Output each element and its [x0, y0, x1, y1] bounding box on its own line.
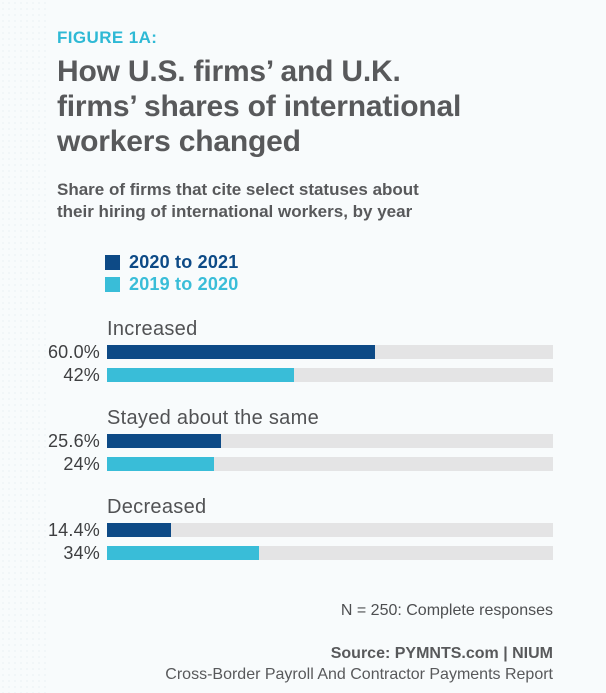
bar-group: Increased 60.0% 42% — [0, 317, 553, 385]
legend-swatch — [105, 254, 120, 270]
bar-row: 14.4% — [0, 520, 553, 540]
report-name: Cross-Border Payroll And Contractor Paym… — [165, 666, 553, 683]
chart-header: FIGURE 1A: How U.S. firms’ and U.K. firm… — [0, 28, 606, 223]
bar-row: 34% — [0, 543, 553, 563]
legend-item: 2020 to 2021 — [105, 251, 606, 273]
figure-label: FIGURE 1A: — [57, 28, 158, 47]
bar-track — [107, 457, 553, 471]
legend-swatch — [105, 276, 120, 292]
legend-label: 2020 to 2021 — [129, 251, 239, 272]
chart-footer: N = 250: Complete responses Source: PYMN… — [0, 602, 553, 685]
category-label: Increased — [107, 318, 198, 340]
value-label: 60.0% — [47, 341, 100, 362]
bar-fill — [107, 345, 375, 359]
value-label: 42% — [63, 364, 100, 385]
bar-track — [107, 434, 553, 448]
bar-group: Stayed about the same 25.6% 24% — [0, 406, 553, 474]
bar-fill — [107, 457, 215, 471]
source-attribution: Source: PYMNTS.com | NIUM — [330, 645, 553, 662]
value-label: 34% — [63, 542, 100, 563]
sample-size-note: N = 250: Complete responses — [340, 602, 553, 619]
bar-fill — [107, 434, 222, 448]
bar-track — [107, 523, 553, 537]
category-label: Decreased — [107, 496, 207, 518]
bar-fill — [107, 368, 295, 382]
value-label: 14.4% — [47, 519, 100, 540]
legend-item: 2019 to 2020 — [105, 273, 606, 295]
bar-fill — [107, 546, 259, 560]
bar-row: 24% — [0, 454, 553, 474]
bar-track — [107, 345, 553, 359]
value-label: 25.6% — [47, 430, 100, 451]
legend: 2020 to 2021 2019 to 2020 — [105, 251, 606, 295]
category-label: Stayed about the same — [107, 407, 319, 429]
bar-fill — [107, 523, 172, 537]
chart-title: How U.S. firms’ and U.K. firms’ shares o… — [57, 55, 462, 158]
value-label: 24% — [63, 453, 100, 474]
chart-subtitle: Share of firms that cite select statuses… — [57, 180, 419, 221]
bar-track — [107, 368, 553, 382]
bar-row: 25.6% — [0, 431, 553, 451]
bar-group: Decreased 14.4% 34% — [0, 495, 553, 563]
bar-row: 42% — [0, 365, 553, 385]
bar-chart: Increased 60.0% 42% Stayed about the same 25… — [0, 317, 553, 563]
legend-label: 2019 to 2020 — [129, 273, 239, 294]
bar-track — [107, 546, 553, 560]
bar-row: 60.0% — [0, 342, 553, 362]
